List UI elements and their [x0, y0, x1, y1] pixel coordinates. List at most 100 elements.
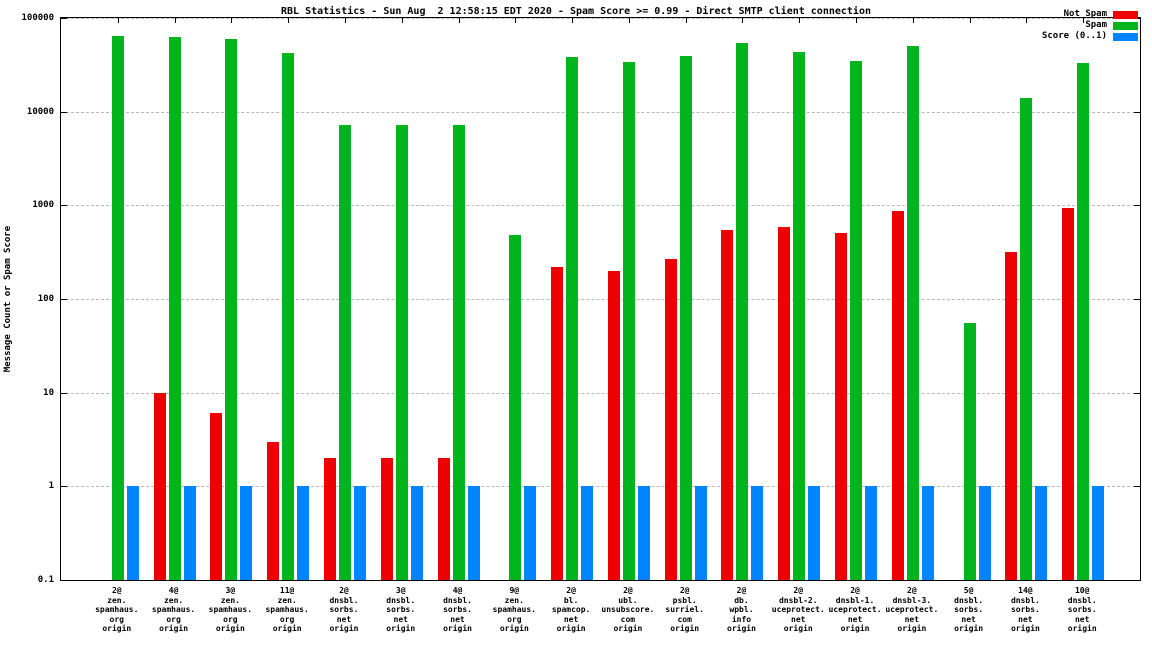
x-axis-tick [742, 18, 744, 23]
bar-score-0-1 [297, 486, 310, 580]
x-axis-tick-labels: 2@ zen. spamhaus. org origin 4@ zen. spam… [0, 586, 1152, 646]
y-axis-tick [61, 18, 67, 19]
bar-spam [679, 56, 692, 580]
y-axis-tick [61, 111, 67, 113]
bar-score-0-1 [467, 486, 480, 580]
y-tick-label: 1000 [32, 200, 54, 211]
legend-swatch [1113, 32, 1138, 41]
bar-score-0-1 [240, 486, 253, 580]
bar-score-0-1 [126, 486, 139, 580]
x-tick-label: 5@ dnsbl. sorbs. net origin [954, 586, 984, 633]
gridline [61, 392, 1140, 394]
x-tick-label: 2@ bl. spamcop. net origin [551, 586, 591, 633]
legend-label: Spam [1085, 20, 1107, 30]
x-tick-label: 2@ db. wpbl. info origin [727, 586, 756, 633]
bar-not-spam [267, 441, 280, 580]
bar-spam [452, 125, 465, 580]
bar-score-0-1 [1035, 486, 1048, 580]
bar-not-spam [664, 258, 677, 580]
y-tick-label: 100000 [21, 13, 54, 23]
bar-spam [1020, 97, 1033, 580]
x-tick-label: 3@ zen. spamhaus. org origin [208, 586, 253, 633]
bar-score-0-1 [581, 486, 594, 580]
gridline [61, 486, 1140, 488]
bar-spam [622, 61, 635, 580]
bar-score-0-1 [921, 486, 934, 580]
y-axis-tick [1134, 580, 1140, 581]
legend-item: Spam [1042, 21, 1138, 30]
x-tick-label: 2@ dnsbl. sorbs. net origin [329, 586, 359, 633]
bar-spam [793, 52, 806, 580]
x-tick-label: 10@ dnsbl. sorbs. net origin [1067, 586, 1097, 633]
legend-label: Score (0..1) [1041, 31, 1107, 41]
y-axis-tick [1134, 299, 1140, 300]
x-axis-tick [969, 18, 971, 23]
y-axis-tick [61, 205, 67, 207]
bar-score-0-1 [353, 486, 366, 580]
y-axis-tick [1134, 111, 1140, 113]
bar-not-spam [153, 392, 166, 580]
y-axis-tick [1134, 486, 1140, 488]
x-axis-tick [174, 18, 176, 23]
bar-not-spam [210, 413, 223, 580]
bar-score-0-1 [410, 486, 423, 580]
plot-area [60, 17, 1141, 581]
bar-score-0-1 [1092, 486, 1105, 580]
y-axis-tick [1134, 205, 1140, 207]
bar-score-0-1 [183, 486, 196, 580]
x-axis-tick [117, 18, 119, 23]
x-tick-label: 2@ dnsbl-3. uceprotect. net origin [885, 586, 939, 633]
gridline [61, 205, 1140, 207]
x-axis-tick [515, 18, 517, 23]
bar-spam [566, 57, 579, 580]
legend-item: Score (0..1) [1042, 32, 1138, 41]
y-tick-label: 0.1 [37, 575, 54, 585]
bar-spam [282, 53, 295, 580]
gridline [61, 299, 1140, 300]
x-axis-tick [912, 18, 914, 23]
x-axis-tick [685, 18, 687, 23]
x-axis-tick [572, 18, 574, 23]
x-tick-label: 2@ dnsbl-2. uceprotect. net origin [771, 586, 825, 633]
x-tick-label: 2@ psbl. surriel. com origin [665, 586, 704, 633]
x-axis-tick [288, 18, 290, 23]
x-axis-tick [401, 18, 403, 23]
bar-not-spam [323, 458, 336, 580]
bar-not-spam [1062, 208, 1075, 580]
legend-item: Not Spam [1042, 10, 1138, 19]
bar-spam [850, 60, 863, 580]
x-tick-label: 3@ dnsbl. sorbs. net origin [386, 586, 416, 633]
chart-title: RBL Statistics - Sun Aug 2 12:58:15 EDT … [280, 6, 871, 17]
bar-score-0-1 [524, 486, 537, 580]
x-tick-label: 4@ dnsbl. sorbs. net origin [443, 586, 472, 633]
bar-spam [225, 38, 238, 580]
bar-score-0-1 [694, 486, 707, 580]
x-tick-label: 2@ ubl. unsubscore. com origin [601, 586, 655, 633]
bar-not-spam [891, 210, 904, 580]
bar-spam [395, 125, 408, 580]
x-tick-label: 2@ zen. spamhaus. org origin [95, 586, 139, 633]
bar-not-spam [778, 226, 791, 580]
legend-label: Not Spam [1063, 9, 1107, 19]
bar-score-0-1 [637, 486, 650, 580]
x-axis-tick [231, 18, 233, 23]
legend-swatch [1113, 21, 1138, 30]
bar-score-0-1 [978, 486, 991, 580]
y-tick-label: 100 [37, 294, 54, 304]
y-axis-tick [1134, 392, 1140, 394]
x-axis-tick [458, 18, 460, 23]
y-tick-label: 10000 [26, 106, 54, 117]
x-axis-tick [1083, 18, 1085, 23]
bar-score-0-1 [865, 486, 878, 580]
x-tick-label: 14@ dnsbl. sorbs. net origin [1010, 586, 1040, 633]
bar-spam [168, 37, 181, 580]
bar-not-spam [721, 230, 734, 580]
bar-not-spam [1005, 251, 1018, 580]
y-axis-tick-labels: 0.1 1 10 100 1000 10000 100000 [0, 0, 56, 648]
bar-not-spam [380, 458, 393, 580]
bar-score-0-1 [751, 486, 764, 580]
y-axis-tick [61, 580, 67, 581]
x-tick-label: 2@ dnsbl-1. uceprotect. net origin [828, 586, 882, 633]
y-axis-tick [61, 486, 67, 488]
bar-not-spam [835, 232, 848, 580]
